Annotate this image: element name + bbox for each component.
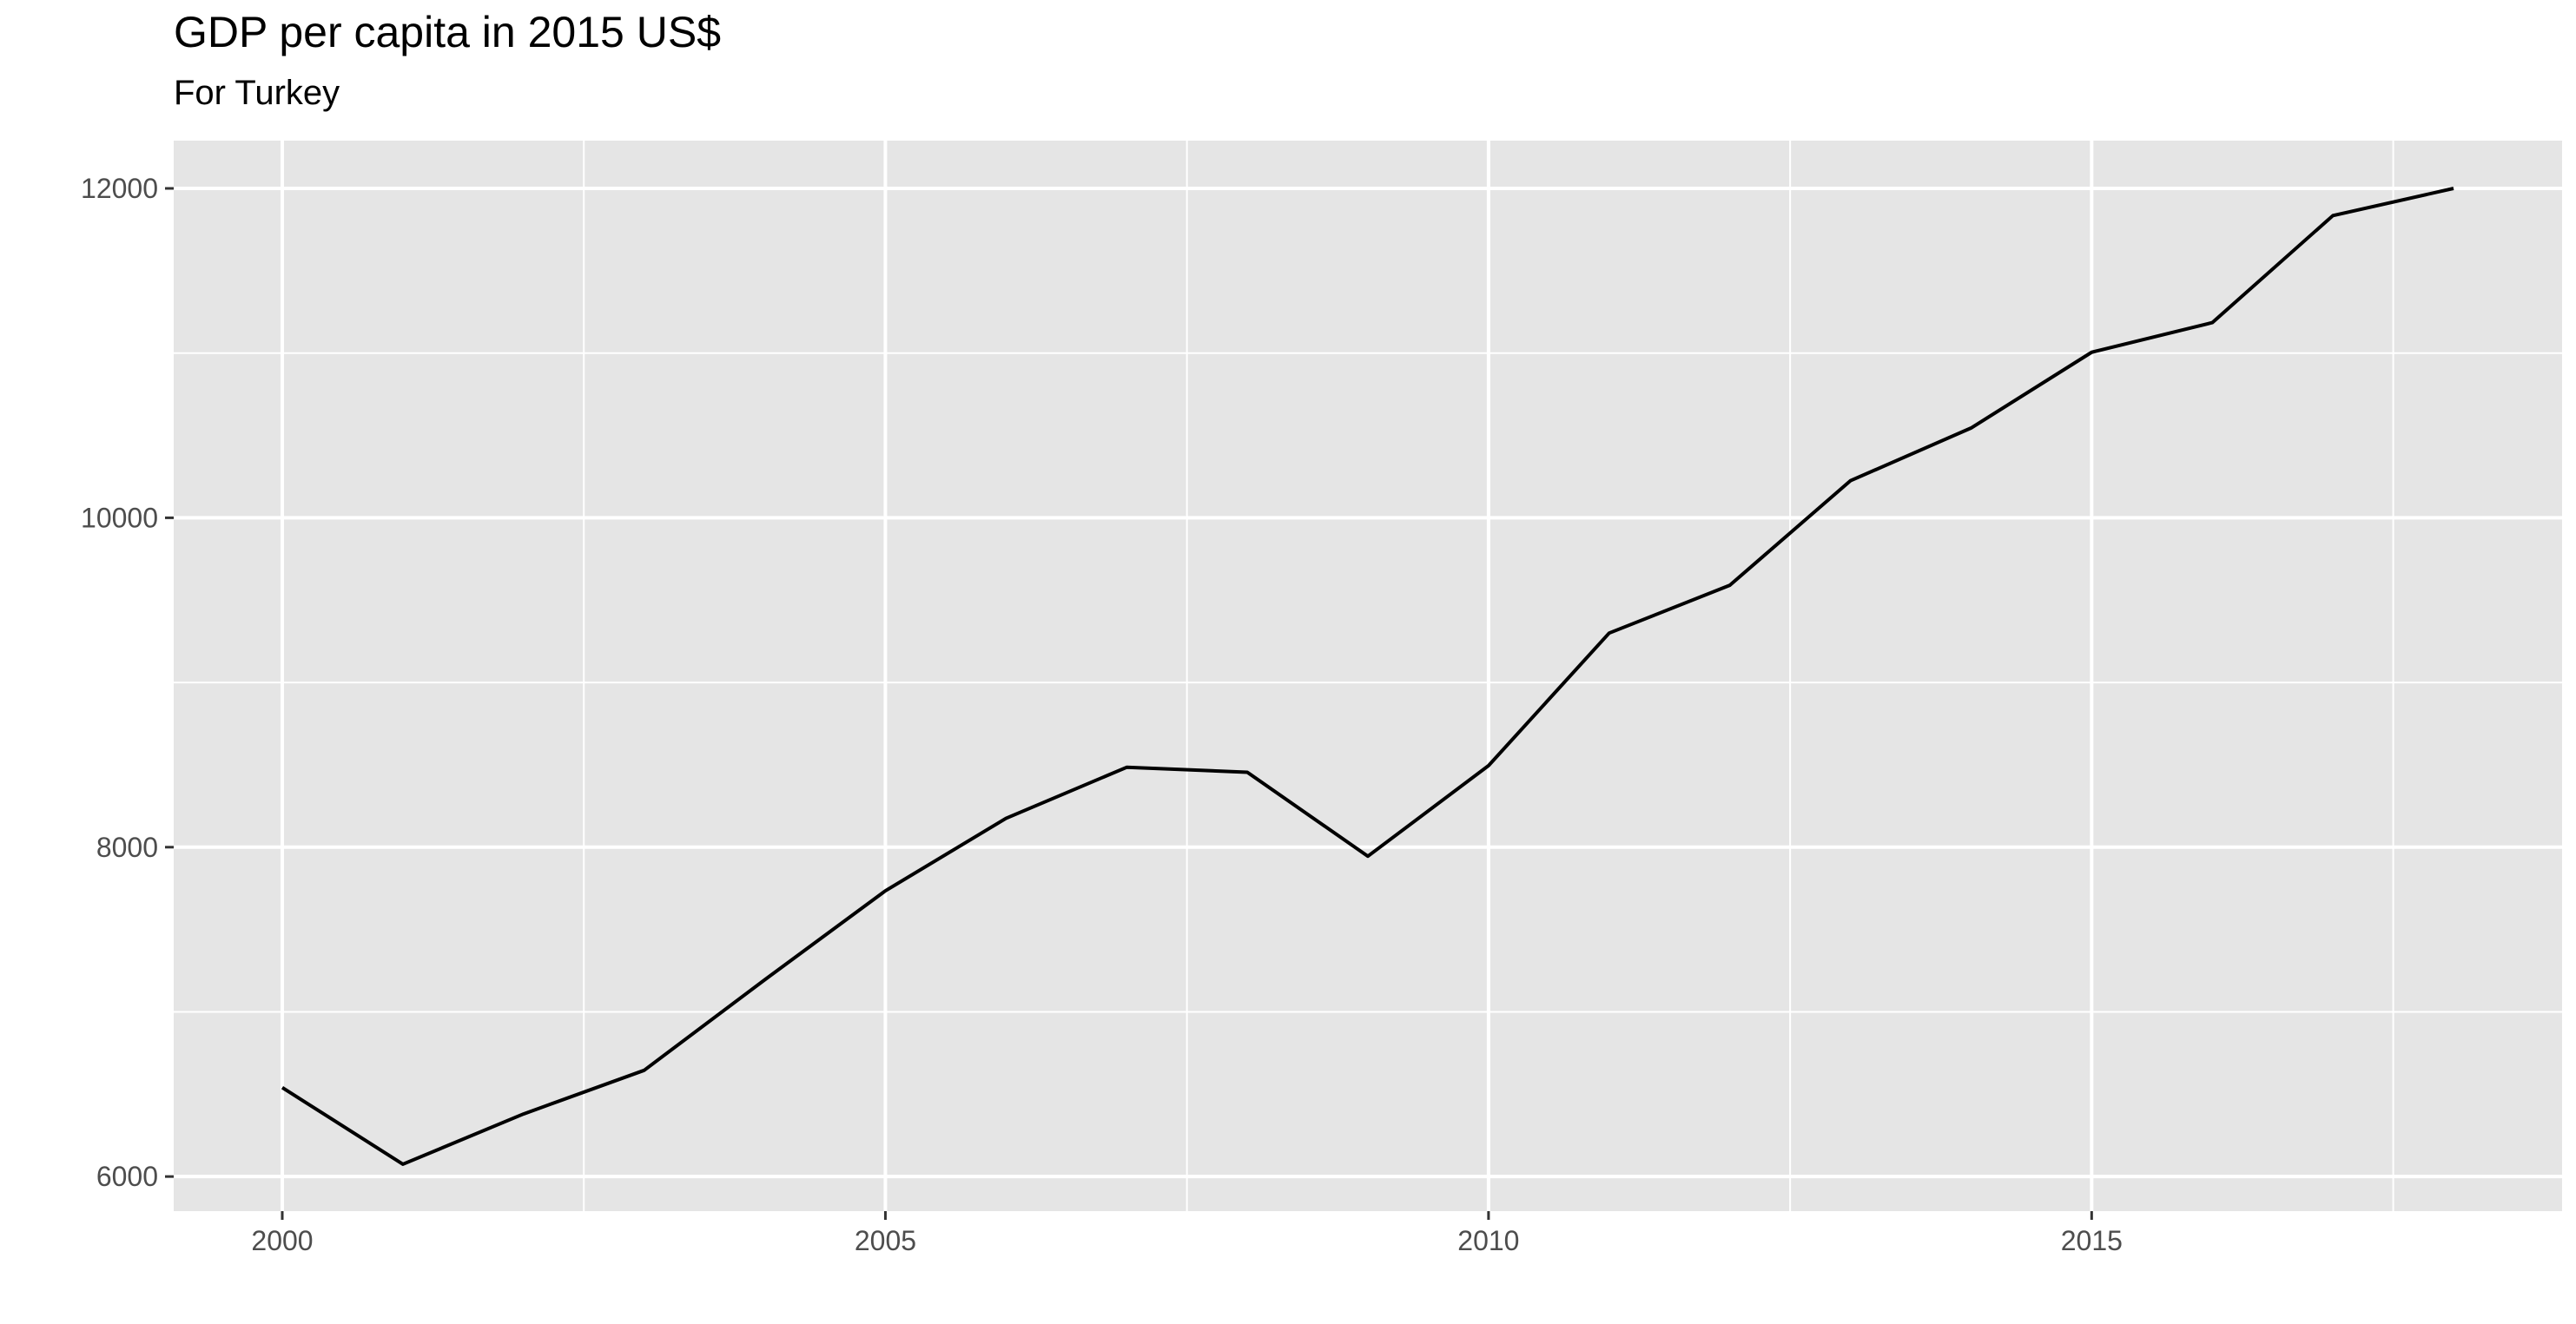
y-tick-label: 10000 (81, 502, 158, 533)
x-tick-label: 2015 (2061, 1225, 2123, 1256)
series-line (281, 187, 2454, 1166)
panel-background (174, 141, 2562, 1211)
x-tick-label: 2000 (251, 1225, 313, 1256)
x-tick-label: 2005 (855, 1225, 916, 1256)
y-tick-label: 12000 (81, 173, 158, 204)
chart-subtitle: For Turkey (174, 74, 340, 112)
y-tick-label: 8000 (96, 832, 158, 863)
chart-title: GDP per capita in 2015 US$ (174, 8, 722, 56)
y-tick-label: 6000 (96, 1161, 158, 1192)
x-tick-label: 2010 (1457, 1225, 1519, 1256)
